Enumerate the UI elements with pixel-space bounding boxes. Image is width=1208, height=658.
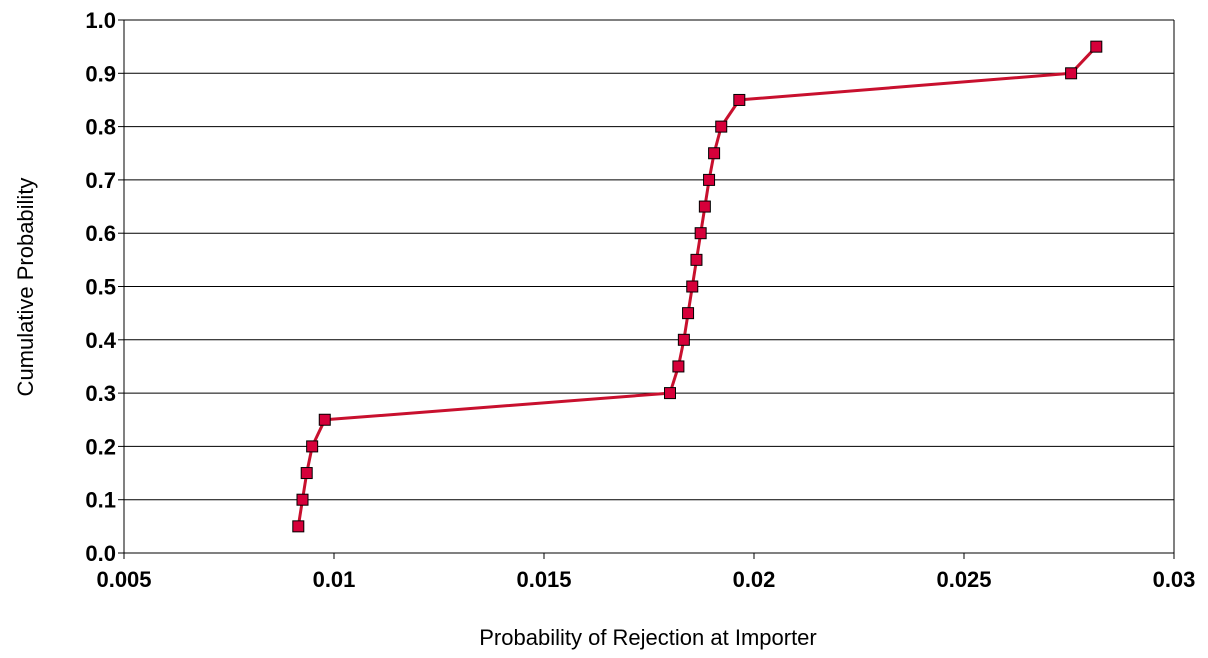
y-tick-label: 0.4 bbox=[85, 328, 116, 353]
data-point bbox=[690, 253, 703, 266]
data-point bbox=[682, 307, 695, 320]
data-point bbox=[1065, 67, 1078, 80]
data-point bbox=[686, 280, 699, 293]
data-point bbox=[672, 360, 685, 373]
y-tick-label: 0.3 bbox=[85, 381, 116, 406]
x-tick-labels: 0.005 0.01 0.015 0.02 0.025 0.03 bbox=[96, 567, 1195, 592]
y-tick-label: 0.8 bbox=[85, 115, 116, 140]
gridlines bbox=[124, 19, 1174, 501]
data-point bbox=[698, 200, 711, 213]
data-point bbox=[306, 440, 319, 453]
x-tick-label: 0.015 bbox=[516, 567, 571, 592]
y-tick-label: 0.0 bbox=[85, 541, 116, 566]
axes bbox=[118, 19, 1175, 559]
data-point bbox=[664, 387, 676, 400]
data-point bbox=[733, 93, 746, 106]
data-point bbox=[292, 520, 305, 533]
y-tick-label: 0.7 bbox=[85, 168, 116, 193]
data-point bbox=[708, 147, 721, 160]
series-layer bbox=[292, 40, 1103, 533]
x-tick-label: 0.025 bbox=[936, 567, 991, 592]
y-tick-label: 0.5 bbox=[85, 275, 116, 300]
data-point bbox=[1090, 40, 1103, 53]
data-point bbox=[296, 493, 309, 506]
x-tick-label: 0.02 bbox=[733, 567, 776, 592]
x-tick-label: 0.005 bbox=[96, 567, 151, 592]
data-point bbox=[677, 333, 690, 346]
data-point bbox=[715, 120, 728, 133]
y-tick-label: 0.9 bbox=[85, 61, 116, 86]
y-tick-label: 0.6 bbox=[85, 221, 116, 246]
x-tick-label: 0.01 bbox=[313, 567, 356, 592]
data-point bbox=[703, 173, 716, 186]
y-tick-labels: 0.0 0.1 0.2 0.3 0.4 0.5 0.6 0.7 0.8 0.9 1.0 bbox=[85, 8, 116, 566]
x-axis-title: Probability of Rejection at Importer bbox=[479, 625, 817, 650]
data-point bbox=[694, 227, 707, 240]
y-axis-title: Cumulative Probability bbox=[13, 178, 38, 397]
y-tick-label: 0.1 bbox=[85, 488, 116, 513]
data-point bbox=[318, 413, 331, 426]
y-tick-label: 0.2 bbox=[85, 434, 116, 459]
data-point bbox=[300, 467, 313, 480]
x-tick-label: 0.03 bbox=[1153, 567, 1196, 592]
y-tick-label: 1.0 bbox=[85, 8, 116, 33]
